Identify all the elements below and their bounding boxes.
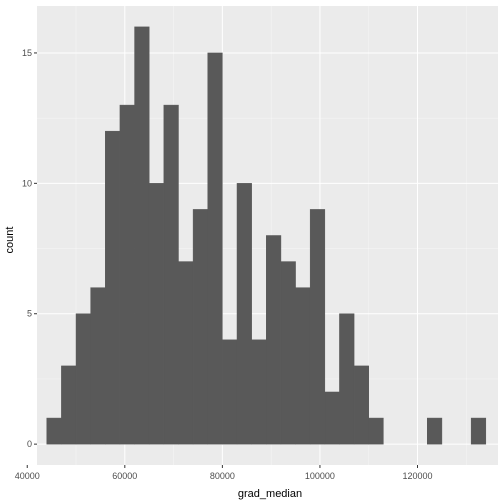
histogram-bar <box>368 417 384 445</box>
histogram-bar <box>309 209 326 445</box>
histogram-bar <box>178 261 194 445</box>
histogram-bar <box>105 130 121 445</box>
histogram-bar <box>339 313 355 445</box>
histogram-bar <box>207 52 223 445</box>
x-tick-label: 120000 <box>402 471 432 481</box>
histogram-bar <box>192 209 208 445</box>
histogram-bar <box>427 417 443 445</box>
histogram-bar <box>163 104 179 445</box>
histogram-bar <box>324 391 340 445</box>
histogram-bar <box>222 339 238 445</box>
x-tick-label: 80000 <box>210 471 235 481</box>
y-tick-label: 5 <box>27 309 32 319</box>
x-tick-label: 100000 <box>305 471 335 481</box>
x-tick-label: 40000 <box>15 471 40 481</box>
histogram-bar <box>119 104 135 445</box>
histogram-bar <box>280 261 296 445</box>
x-tick-label: 60000 <box>112 471 137 481</box>
x-axis-title: grad_median <box>238 488 302 500</box>
histogram-bar <box>46 417 62 445</box>
histogram-bar <box>236 183 252 445</box>
y-tick-label: 10 <box>22 178 32 188</box>
histogram-bar <box>90 287 106 445</box>
histogram-bar <box>134 26 150 445</box>
y-axis-title: count <box>4 227 16 254</box>
histogram-bar <box>148 183 165 445</box>
y-tick-label: 15 <box>22 48 32 58</box>
x-axis-ticks: 40000 60000 80000 100000 120000 <box>15 465 433 481</box>
histogram-bar <box>295 287 311 445</box>
histogram-bar <box>266 235 282 445</box>
histogram-bar <box>61 365 77 445</box>
y-axis-ticks: 0 5 10 15 <box>22 48 37 449</box>
histogram-bar <box>75 313 91 445</box>
histogram-bars <box>46 26 487 445</box>
histogram-bar <box>353 365 369 445</box>
y-tick-label: 0 <box>27 439 32 449</box>
histogram-bar <box>251 339 267 445</box>
histogram-bar <box>470 417 487 445</box>
